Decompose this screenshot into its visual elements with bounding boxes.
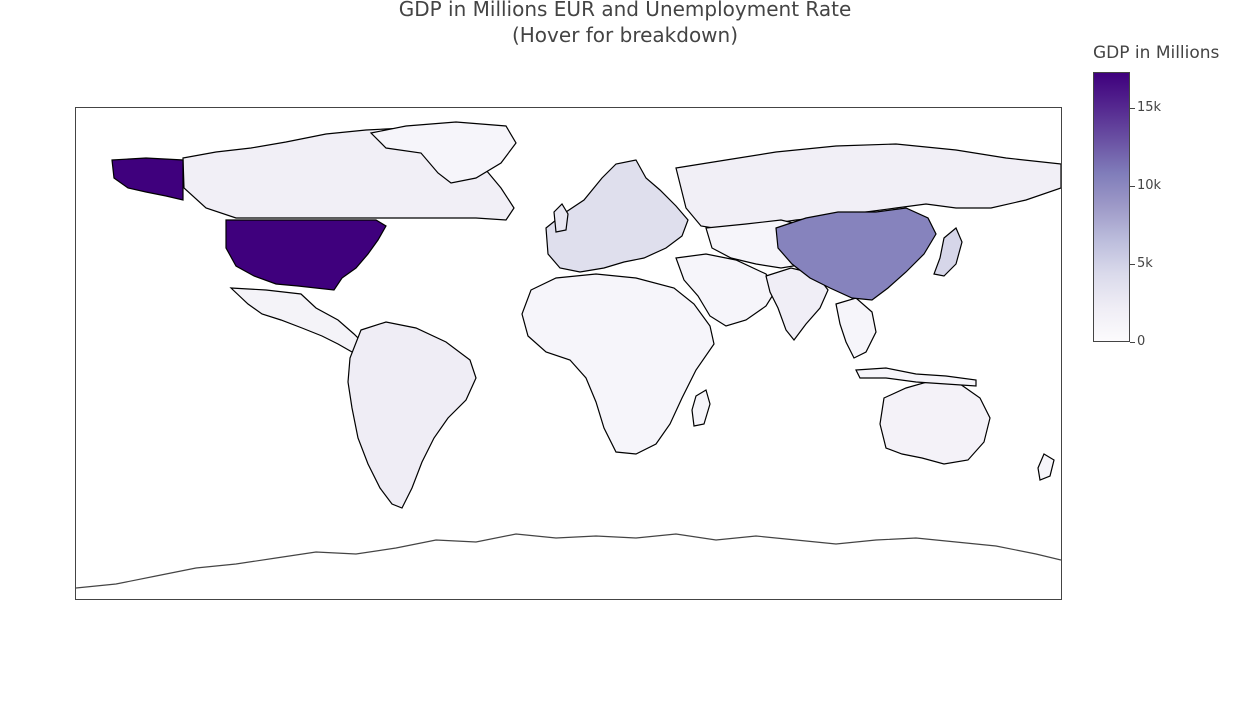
country-indonesia[interactable]: [855, 367, 977, 387]
country-africa[interactable]: [521, 273, 715, 455]
antarctica-outline: [76, 533, 1061, 589]
colorbar-tick: [1130, 264, 1135, 265]
country-southeast-asia[interactable]: [835, 297, 877, 359]
country-europe[interactable]: [545, 159, 689, 273]
colorbar-tick-label: 0: [1137, 334, 1146, 349]
country-brazil[interactable]: [347, 321, 477, 509]
colorbar-tick-label: 5k: [1137, 256, 1153, 271]
colorbar-tick-label: 10k: [1137, 178, 1162, 193]
country-japan[interactable]: [933, 227, 963, 277]
country-new-zealand[interactable]: [1037, 453, 1055, 481]
country-australia[interactable]: [879, 379, 991, 465]
country-alaska[interactable]: [111, 157, 184, 201]
colorbar-tick: [1130, 186, 1135, 187]
chart-title-line2: (Hover for breakdown): [511, 23, 739, 47]
countries-base[interactable]: [182, 121, 1061, 509]
chart-title-line1: GDP in Millions EUR and Unemployment Rat…: [398, 0, 852, 21]
colorbar-tick: [1130, 108, 1135, 109]
colorbar: [1093, 72, 1130, 342]
colorbar-tick-label: 15k: [1137, 100, 1162, 115]
country-greenland[interactable]: [369, 121, 517, 184]
countries-highlight[interactable]: [111, 157, 937, 301]
world-map-svg[interactable]: [76, 108, 1061, 599]
country-middle-east[interactable]: [675, 253, 777, 327]
colorbar-title: GDP in Millions: [1093, 43, 1220, 63]
country-uk[interactable]: [553, 203, 569, 233]
world-map[interactable]: [75, 107, 1062, 600]
country-united-states[interactable]: [225, 219, 387, 291]
country-madagascar[interactable]: [691, 389, 711, 427]
colorbar-tick: [1130, 342, 1135, 343]
country-china[interactable]: [775, 207, 937, 301]
